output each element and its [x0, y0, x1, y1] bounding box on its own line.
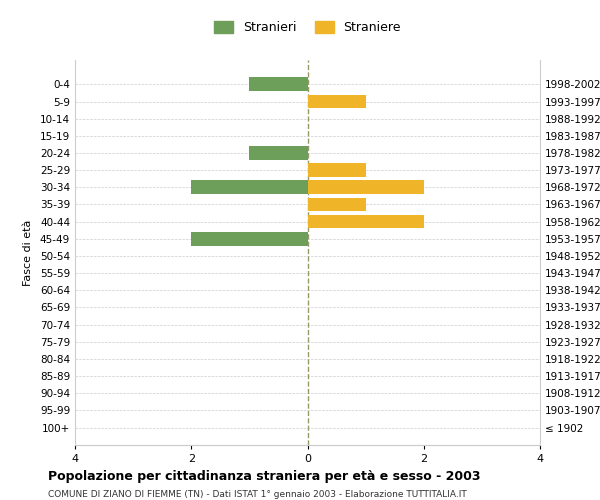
Bar	[250, 78, 308, 91]
Text: Popolazione per cittadinanza straniera per età e sesso - 2003: Popolazione per cittadinanza straniera p…	[48, 470, 481, 483]
Bar	[250, 146, 308, 160]
Y-axis label: Fasce di età: Fasce di età	[23, 220, 33, 286]
Bar	[308, 164, 365, 177]
Bar	[191, 180, 308, 194]
Bar	[308, 180, 424, 194]
Bar	[308, 198, 365, 211]
Text: COMUNE DI ZIANO DI FIEMME (TN) - Dati ISTAT 1° gennaio 2003 - Elaborazione TUTTI: COMUNE DI ZIANO DI FIEMME (TN) - Dati IS…	[48, 490, 467, 499]
Bar	[308, 94, 365, 108]
Bar	[191, 232, 308, 245]
Bar	[308, 215, 424, 228]
Legend: Stranieri, Straniere: Stranieri, Straniere	[209, 16, 406, 39]
